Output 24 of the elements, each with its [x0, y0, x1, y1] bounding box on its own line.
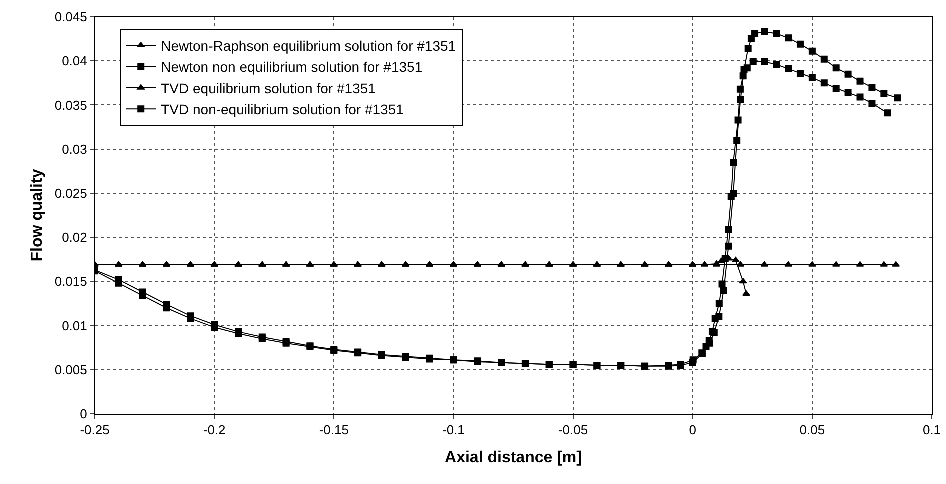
- y-tick-label: 0.04: [62, 54, 88, 69]
- x-tick-label: 0.05: [800, 422, 826, 438]
- x-tick-label: -0.05: [558, 422, 588, 438]
- x-axis-title: Axial distance [m]: [445, 449, 582, 466]
- legend-label: TVD equilibrium solution for #1351: [161, 80, 376, 96]
- y-tick-label: 0: [80, 406, 88, 422]
- y-tick-label: 0.005: [54, 362, 88, 378]
- x-tick-label: 0.1: [922, 422, 942, 438]
- x-tick-label: -0.2: [203, 422, 226, 438]
- x-tick-label: -0.15: [319, 422, 349, 438]
- y-tick-label: 0.025: [54, 186, 88, 201]
- y-tick-label: 0.01: [62, 318, 88, 334]
- x-tick-label: -0.1: [442, 422, 465, 438]
- legend-label: Newton non equilibrium solution for #1351: [161, 59, 423, 76]
- y-tick-label: 0.015: [54, 274, 88, 290]
- x-tick-label: 0: [689, 422, 696, 438]
- y-tick-label: 0.045: [54, 10, 88, 25]
- y-axis-title: Flow quality: [28, 169, 46, 262]
- y-tick-label: 0.035: [54, 98, 88, 113]
- legend-label: TVD non-equilibrium solution for #1351: [161, 102, 404, 118]
- y-tick-label: 0.02: [62, 230, 88, 246]
- x-tick-label: -0.25: [80, 422, 110, 438]
- y-tick-label: 0.03: [62, 142, 88, 157]
- legend-label: Newton-Raphson equilibrium solution for #1351: [161, 38, 456, 54]
